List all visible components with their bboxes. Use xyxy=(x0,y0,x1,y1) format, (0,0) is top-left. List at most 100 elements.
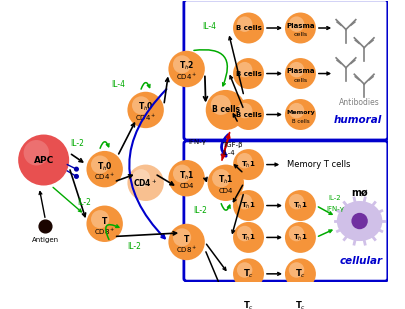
Circle shape xyxy=(207,165,243,201)
FancyArrowPatch shape xyxy=(318,230,331,236)
FancyArrowPatch shape xyxy=(234,165,241,172)
Circle shape xyxy=(232,222,263,253)
Text: IL-2: IL-2 xyxy=(193,205,207,215)
Text: B cells: B cells xyxy=(235,112,261,117)
FancyArrowPatch shape xyxy=(233,185,242,202)
FancyArrowPatch shape xyxy=(266,273,280,275)
FancyArrowPatch shape xyxy=(229,76,242,108)
FancyArrowPatch shape xyxy=(318,207,331,214)
Text: cells: cells xyxy=(293,32,307,37)
FancyArrowPatch shape xyxy=(318,27,329,29)
Text: IL-4: IL-4 xyxy=(202,22,216,31)
Circle shape xyxy=(75,167,78,171)
Text: T$_h$1: T$_h$1 xyxy=(241,159,255,170)
Text: CD4$^+$: CD4$^+$ xyxy=(134,113,156,123)
Text: T$_h$1: T$_h$1 xyxy=(292,232,307,243)
FancyArrowPatch shape xyxy=(205,252,226,302)
Text: IL-2: IL-2 xyxy=(70,139,84,148)
FancyArrowPatch shape xyxy=(266,304,280,307)
Circle shape xyxy=(211,169,230,187)
Text: CD4$^+$: CD4$^+$ xyxy=(94,172,115,183)
FancyArrowPatch shape xyxy=(206,244,225,270)
Text: T$_c$: T$_c$ xyxy=(294,299,305,309)
Text: IL-2: IL-2 xyxy=(328,195,341,201)
FancyArrowPatch shape xyxy=(266,72,280,75)
Circle shape xyxy=(205,90,245,130)
Circle shape xyxy=(351,213,367,229)
Text: cells: cells xyxy=(293,78,307,83)
Circle shape xyxy=(173,55,191,74)
Circle shape xyxy=(284,58,315,89)
Text: B cells: B cells xyxy=(291,119,309,124)
Circle shape xyxy=(86,205,123,242)
Circle shape xyxy=(232,190,263,221)
FancyArrowPatch shape xyxy=(203,177,207,181)
Text: CD4: CD4 xyxy=(179,184,193,189)
Text: B cells: B cells xyxy=(211,105,239,114)
FancyArrowPatch shape xyxy=(266,27,280,29)
Text: mø: mø xyxy=(350,187,367,197)
FancyArrowPatch shape xyxy=(318,72,329,75)
Circle shape xyxy=(284,99,315,130)
Text: Memory: Memory xyxy=(286,110,314,115)
Text: T$_h$1: T$_h$1 xyxy=(292,201,307,211)
Text: CD8$^+$: CD8$^+$ xyxy=(94,227,115,237)
FancyArrowPatch shape xyxy=(105,225,119,239)
FancyArrowPatch shape xyxy=(266,163,277,166)
FancyArrowPatch shape xyxy=(221,204,230,210)
FancyArrowPatch shape xyxy=(116,232,176,236)
Text: humoral: humoral xyxy=(333,115,382,125)
FancyArrowPatch shape xyxy=(116,175,132,181)
Circle shape xyxy=(232,149,263,180)
Circle shape xyxy=(237,262,252,278)
FancyArrowPatch shape xyxy=(141,83,149,89)
Circle shape xyxy=(284,290,315,309)
FancyArrowPatch shape xyxy=(39,192,45,218)
Circle shape xyxy=(237,294,252,309)
Circle shape xyxy=(132,96,150,115)
Circle shape xyxy=(173,228,191,247)
Circle shape xyxy=(237,226,252,241)
Circle shape xyxy=(288,103,303,118)
Text: TGF-β: TGF-β xyxy=(222,142,242,148)
Circle shape xyxy=(237,16,252,32)
Circle shape xyxy=(288,194,303,210)
Text: T$_c$: T$_c$ xyxy=(294,268,305,280)
Circle shape xyxy=(288,294,303,309)
Text: Antibodies: Antibodies xyxy=(339,98,379,107)
FancyArrowPatch shape xyxy=(164,78,168,103)
Text: T$_h$1: T$_h$1 xyxy=(241,201,255,211)
Text: cellular: cellular xyxy=(339,256,382,266)
FancyArrowPatch shape xyxy=(222,135,229,160)
Text: CD8$^+$: CD8$^+$ xyxy=(175,245,197,255)
Text: Plasma: Plasma xyxy=(286,68,314,74)
FancyArrowPatch shape xyxy=(266,113,280,116)
FancyArrowPatch shape xyxy=(231,195,243,233)
Text: T$_h$0: T$_h$0 xyxy=(96,160,112,173)
Circle shape xyxy=(232,13,263,44)
Text: IFN-γ: IFN-γ xyxy=(325,206,343,212)
Circle shape xyxy=(237,62,252,77)
Text: IL-4: IL-4 xyxy=(111,80,125,89)
Circle shape xyxy=(91,155,109,174)
Circle shape xyxy=(232,58,263,89)
Circle shape xyxy=(168,51,204,87)
FancyArrowPatch shape xyxy=(194,50,227,86)
Circle shape xyxy=(210,95,230,115)
Text: APC: APC xyxy=(34,155,53,164)
FancyArrowPatch shape xyxy=(221,133,229,158)
Text: IFN-γ: IFN-γ xyxy=(188,139,206,145)
FancyArrowPatch shape xyxy=(71,154,83,162)
Text: Plasma: Plasma xyxy=(286,23,314,29)
Text: T$_h$0: T$_h$0 xyxy=(137,101,153,113)
Text: B cells: B cells xyxy=(235,70,261,77)
Circle shape xyxy=(232,99,263,130)
Circle shape xyxy=(237,153,252,168)
FancyArrowPatch shape xyxy=(118,123,134,154)
Text: Antigen: Antigen xyxy=(32,237,59,243)
Text: T$_h$2: T$_h$2 xyxy=(178,60,194,73)
Circle shape xyxy=(127,165,164,201)
FancyArrowPatch shape xyxy=(228,37,243,94)
Circle shape xyxy=(284,13,315,44)
Circle shape xyxy=(232,258,263,289)
